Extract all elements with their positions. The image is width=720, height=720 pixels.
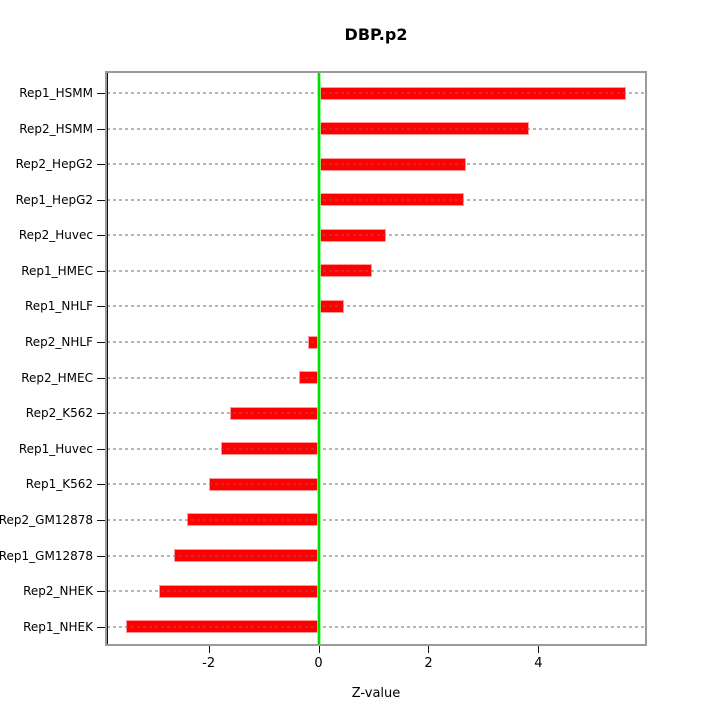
gridline [107,376,645,379]
gridline [107,518,645,521]
x-tick [318,646,320,653]
category-label: Rep2_HSMM [19,121,93,136]
y-axis-line [107,73,108,644]
y-tick [97,626,105,628]
gridline [107,269,645,272]
chart-title: DBP.p2 [344,25,408,44]
y-tick [97,128,105,130]
gridline [107,590,645,593]
category-label: Rep1_HMEC [21,263,93,278]
gridline [107,483,645,486]
y-tick [97,555,105,557]
y-tick [97,484,105,486]
y-tick [97,164,105,166]
category-label: Rep1_HSMM [19,86,93,100]
gridline [107,234,645,237]
y-tick [97,591,105,593]
zero-line [317,73,320,644]
gridline [107,305,645,308]
y-tick [97,377,105,379]
y-tick [97,342,105,344]
gridline [107,127,645,130]
x-tick [538,646,540,653]
category-label: Rep1_NHEK [23,619,93,634]
y-tick [97,235,105,237]
plot-area [105,71,647,646]
gridline [107,412,645,415]
category-label: Rep1_GM12878 [0,548,93,563]
gridline [107,92,645,94]
category-label: Rep2_K562 [25,406,93,421]
gridline [107,447,645,450]
gridline [107,341,645,344]
x-tick [208,646,210,653]
x-axis-label: Z-value [351,686,401,701]
category-label: Rep1_NHLF [24,299,93,314]
category-label: Rep1_K562 [25,477,93,492]
category-label: Rep2_NHEK [23,584,93,599]
category-label: Rep2_HMEC [21,370,93,385]
x-tick-label: 4 [534,656,543,671]
y-tick [97,448,105,450]
x-tick-label: 0 [314,656,323,671]
y-tick [97,199,105,201]
category-label: Rep2_HepG2 [15,157,93,172]
y-tick [97,93,105,94]
gridline [107,625,645,628]
x-tick [428,646,430,653]
category-label: Rep1_Huvec [18,441,93,456]
y-tick [97,270,105,272]
y-tick [97,413,105,415]
x-tick-label: -2 [202,656,216,671]
y-tick [97,306,105,308]
gridline [107,198,645,201]
gridline [107,554,645,557]
gridline [107,163,645,166]
y-tick [97,519,105,521]
x-tick-label: 2 [424,656,433,671]
category-label: Rep2_Huvec [18,228,93,243]
category-label: Rep2_GM12878 [0,512,93,527]
category-label: Rep2_NHLF [24,335,93,350]
category-label: Rep1_HepG2 [15,192,93,207]
